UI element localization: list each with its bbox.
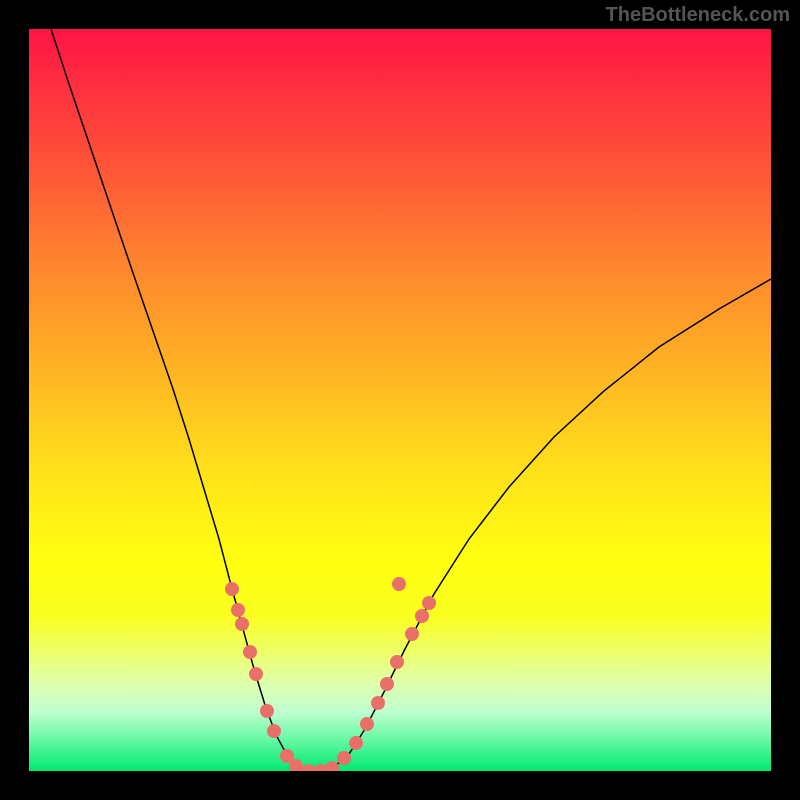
markers-group [225, 577, 436, 771]
curve-left [51, 29, 309, 771]
marker-point [349, 736, 363, 750]
marker-point [415, 609, 429, 623]
chart-svg [29, 29, 771, 771]
marker-point [302, 764, 316, 771]
watermark-text: TheBottleneck.com [606, 4, 790, 27]
marker-point [380, 677, 394, 691]
marker-point [225, 582, 239, 596]
marker-point [325, 761, 339, 771]
marker-point [392, 577, 406, 591]
marker-point [360, 717, 374, 731]
marker-point [422, 596, 436, 610]
marker-point [243, 645, 257, 659]
marker-point [337, 751, 351, 765]
marker-point [260, 704, 274, 718]
marker-point [267, 724, 281, 738]
marker-point [405, 627, 419, 641]
marker-point [371, 696, 385, 710]
marker-point [235, 617, 249, 631]
marker-point [231, 603, 245, 617]
plot-area [29, 29, 771, 771]
marker-point [249, 667, 263, 681]
marker-point [390, 655, 404, 669]
